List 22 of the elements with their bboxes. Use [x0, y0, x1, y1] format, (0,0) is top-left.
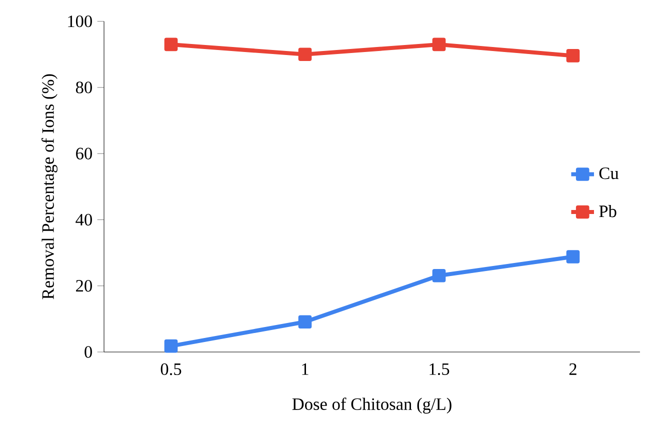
y-tick-label: 80	[76, 82, 92, 94]
x-tick-label: 1.5	[430, 363, 450, 376]
y-axis-title: Removal Percentage of Ions (%)	[42, 74, 58, 300]
x-axis-title: Dose of Chitosan (g/L)	[292, 398, 452, 414]
point	[164, 339, 178, 353]
point	[566, 250, 580, 264]
y-tick-label: 100	[68, 15, 92, 28]
y-tick-label: 20	[76, 280, 92, 292]
point	[298, 315, 312, 329]
y-tick-label: 60	[76, 148, 92, 160]
x-tick-label: 2	[569, 363, 576, 375]
y-tick-label: 0	[84, 346, 92, 358]
legend-label: Cu	[599, 168, 619, 180]
x-tick-label: 1	[302, 363, 308, 375]
point	[164, 38, 178, 52]
x-tick-label: 0.5	[160, 363, 182, 376]
point	[566, 49, 580, 62]
legend-label: Pb	[599, 205, 616, 218]
y-tick-label: 40	[76, 214, 92, 226]
point	[432, 268, 446, 282]
point	[298, 48, 312, 62]
point	[432, 38, 446, 52]
